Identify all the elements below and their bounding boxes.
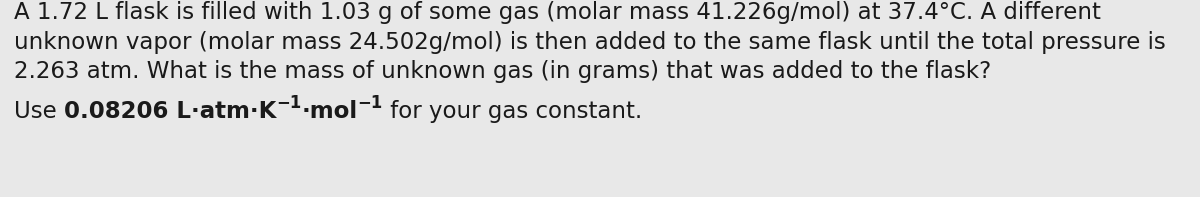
Text: A 1.72 L flask is filled with 1.03 g of some gas (molar mass 41.226g/mol) at 37.: A 1.72 L flask is filled with 1.03 g of … <box>14 1 1100 24</box>
Text: 0.08206 L·atm·K: 0.08206 L·atm·K <box>64 100 276 123</box>
Text: −1: −1 <box>276 94 301 112</box>
Text: for your gas constant.: for your gas constant. <box>383 100 642 123</box>
Text: 2.263 atm. What is the mass of unknown gas (in grams) that was added to the flas: 2.263 atm. What is the mass of unknown g… <box>14 60 991 83</box>
Text: Use: Use <box>14 100 64 123</box>
Text: ·mol: ·mol <box>301 100 358 123</box>
Text: unknown vapor (molar mass 24.502g/mol) is then added to the same flask until the: unknown vapor (molar mass 24.502g/mol) i… <box>14 31 1165 54</box>
Text: −1: −1 <box>358 94 383 112</box>
